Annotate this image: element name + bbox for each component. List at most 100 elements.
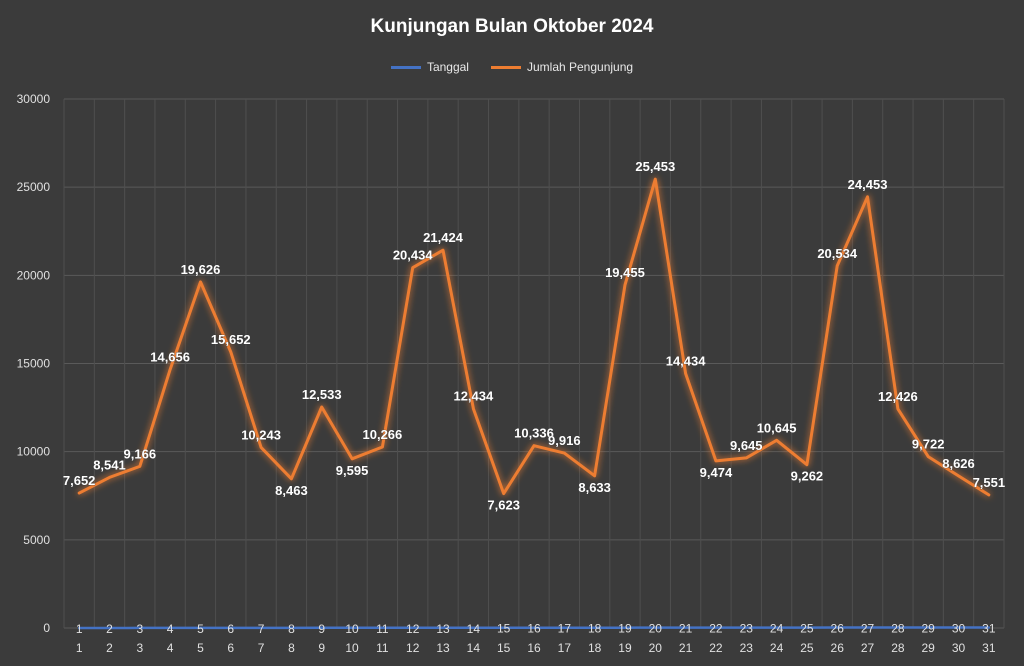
x-tick-label: 25 (800, 641, 814, 655)
data-label-jumlah-pengunjung: 8,626 (942, 456, 975, 471)
data-label-jumlah-pengunjung: 10,266 (363, 427, 403, 442)
data-label-tanggal: 29 (922, 621, 936, 635)
x-tick-label: 1 (76, 641, 83, 655)
x-tick-label: 20 (649, 641, 663, 655)
y-tick-label: 5000 (23, 533, 50, 547)
x-tick-label: 5 (197, 641, 204, 655)
legend-swatch-jumlah-pengunjung (490, 65, 521, 69)
legend: Tanggal Jumlah Pengunjung (0, 60, 1024, 74)
data-label-tanggal: 17 (558, 622, 572, 636)
data-label-tanggal: 28 (891, 622, 905, 636)
legend-label-jumlah-pengunjung: Jumlah Pengunjung (526, 60, 634, 74)
x-tick-label: 15 (497, 641, 511, 655)
data-label-tanggal: 2 (106, 622, 113, 636)
data-label-tanggal: 14 (467, 622, 481, 636)
x-tick-label: 11 (376, 641, 389, 655)
legend-item-jumlah-pengunjung: Jumlah Pengunjung (490, 60, 634, 74)
gridlines (63, 98, 1005, 629)
x-tick-label: 4 (167, 641, 174, 655)
data-label-jumlah-pengunjung: 8,463 (275, 483, 308, 498)
data-label-tanggal: 31 (982, 621, 996, 635)
data-label-tanggal: 7 (258, 622, 265, 636)
x-tick-label: 23 (740, 641, 754, 655)
data-label-tanggal: 27 (861, 622, 875, 636)
data-label-jumlah-pengunjung: 14,434 (666, 353, 707, 368)
data-label-tanggal: 19 (618, 622, 632, 636)
data-label-jumlah-pengunjung: 12,426 (878, 389, 918, 404)
data-label-jumlah-pengunjung: 21,424 (423, 230, 464, 245)
series-line-jumlah-pengunjung (77, 177, 991, 497)
data-label-tanggal: 30 (952, 621, 966, 635)
data-label-tanggal: 22 (709, 622, 723, 636)
data-label-jumlah-pengunjung: 9,722 (912, 437, 945, 452)
data-label-tanggal: 21 (679, 622, 693, 636)
data-label-tanggal: 24 (770, 622, 784, 636)
data-label-jumlah-pengunjung: 9,595 (336, 463, 369, 478)
data-label-tanggal: 16 (527, 622, 541, 636)
x-tick-label: 3 (136, 641, 143, 655)
data-label-jumlah-pengunjung: 19,626 (181, 262, 221, 277)
data-label-tanggal: 26 (831, 622, 845, 636)
legend-swatch-tanggal (390, 65, 421, 69)
x-tick-label: 27 (861, 641, 875, 655)
x-tick-label: 16 (527, 641, 541, 655)
data-label-tanggal: 23 (740, 622, 754, 636)
x-tick-label: 13 (436, 641, 450, 655)
data-label-tanggal: 25 (800, 622, 814, 636)
data-label-jumlah-pengunjung: 8,633 (578, 480, 611, 495)
data-label-jumlah-pengunjung: 7,623 (487, 498, 520, 513)
data-label-tanggal: 15 (497, 622, 511, 636)
data-label-jumlah-pengunjung: 10,336 (514, 426, 554, 441)
data-label-jumlah-pengunjung: 9,645 (730, 438, 763, 453)
legend-label-tanggal: Tanggal (426, 60, 469, 74)
x-tick-label: 12 (406, 641, 420, 655)
y-tick-label: 25000 (17, 180, 51, 194)
x-tick-label: 30 (952, 641, 966, 655)
data-label-jumlah-pengunjung: 9,474 (700, 465, 733, 480)
data-label-jumlah-pengunjung: 20,534 (817, 246, 858, 261)
data-label-tanggal: 12 (406, 622, 420, 636)
y-tick-label: 0 (43, 621, 50, 635)
x-tick-label: 18 (588, 641, 602, 655)
data-label-jumlah-pengunjung: 14,656 (150, 350, 190, 365)
data-label-jumlah-pengunjung: 12,434 (453, 389, 494, 404)
data-label-jumlah-pengunjung: 9,916 (548, 433, 581, 448)
data-label-jumlah-pengunjung: 25,453 (635, 159, 675, 174)
data-label-jumlah-pengunjung: 7,551 (973, 475, 1006, 490)
x-tick-label: 8 (288, 641, 295, 655)
data-label-tanggal: 3 (136, 622, 143, 636)
data-label-tanggal: 10 (345, 622, 359, 636)
x-tick-label: 2 (106, 641, 113, 655)
data-label-tanggal: 18 (588, 622, 602, 636)
data-label-tanggal: 4 (167, 622, 174, 636)
data-label-tanggal: 13 (436, 622, 450, 636)
x-tick-label: 29 (922, 641, 936, 655)
x-tick-label: 19 (618, 641, 632, 655)
data-label-jumlah-pengunjung: 9,262 (791, 469, 824, 484)
data-label-jumlah-pengunjung: 15,652 (211, 332, 251, 347)
data-label-tanggal: 8 (288, 622, 295, 636)
data-label-jumlah-pengunjung: 20,434 (393, 248, 434, 263)
data-labels: 1 2 3 4 5 6 7 8 9 10 11 12 13 14 15 16 17 18 19 20 21 22 23 24 2… (63, 159, 1006, 636)
y-tick-label: 30000 (17, 92, 51, 106)
y-tick-label: 10000 (17, 445, 51, 459)
data-label-jumlah-pengunjung: 12,533 (302, 387, 342, 402)
x-tick-label: 14 (467, 641, 481, 655)
x-tick-label: 7 (258, 641, 265, 655)
x-tick-label: 10 (345, 641, 359, 655)
data-label-jumlah-pengunjung: 10,645 (757, 420, 797, 435)
x-tick-label: 6 (227, 641, 234, 655)
y-tick-label: 20000 (17, 268, 51, 282)
data-label-jumlah-pengunjung: 8,541 (93, 457, 126, 472)
y-tick-label: 15000 (17, 357, 51, 371)
x-tick-label: 9 (318, 641, 325, 655)
chart-title: Kunjungan Bulan Oktober 2024 (370, 16, 654, 37)
data-label-tanggal: 9 (318, 622, 325, 636)
x-tick-label: 24 (770, 641, 784, 655)
data-label-jumlah-pengunjung: 9,166 (124, 446, 157, 461)
series-layer (77, 177, 991, 630)
legend-item-tanggal: Tanggal (390, 60, 469, 74)
x-tick-label: 31 (982, 641, 996, 655)
